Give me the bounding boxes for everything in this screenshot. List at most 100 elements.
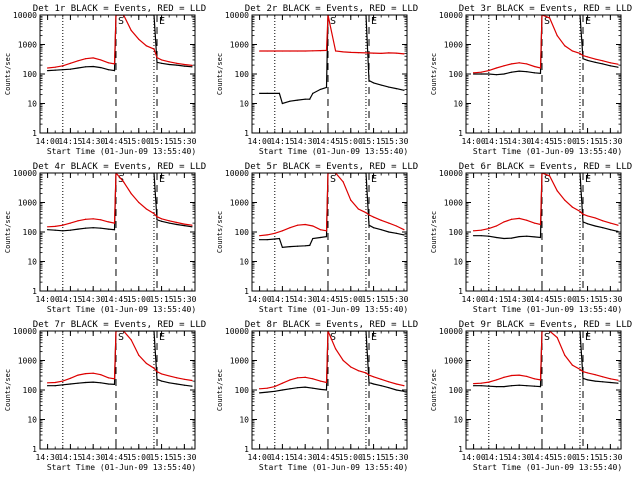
y-tick-label: 100 xyxy=(23,70,38,79)
marker-label-S: S xyxy=(330,16,336,27)
data-point-lld xyxy=(107,377,109,379)
x-tick-label: 15:00 xyxy=(339,453,363,462)
data-point-lld xyxy=(289,50,291,52)
data-point-lld xyxy=(602,220,604,222)
data-point-lld xyxy=(582,213,584,215)
data-point-lld xyxy=(69,62,71,64)
data-point-events xyxy=(77,67,79,69)
data-point-events xyxy=(472,73,475,75)
data-point-events xyxy=(168,382,170,384)
data-point-lld xyxy=(304,223,306,226)
data-point-lld xyxy=(602,376,604,378)
data-point-events xyxy=(278,92,280,94)
data-point-events xyxy=(368,79,370,82)
data-point-lld xyxy=(388,222,390,224)
data-point-lld xyxy=(495,379,497,381)
data-point-lld xyxy=(403,53,405,55)
marker-label-E: E xyxy=(585,16,591,27)
data-point-lld xyxy=(156,371,158,373)
data-point-lld xyxy=(160,373,163,375)
data-point-lld xyxy=(380,52,382,54)
data-point-lld xyxy=(539,379,542,381)
data-point-events xyxy=(258,92,261,94)
data-point-events xyxy=(503,73,505,75)
data-point-events xyxy=(92,65,94,68)
data-point-events xyxy=(602,227,604,229)
data-point-lld xyxy=(274,386,276,388)
marker-label-E: E xyxy=(159,332,165,343)
y-tick-label: 10 xyxy=(453,258,463,267)
y-tick-label: 1 xyxy=(32,287,37,296)
data-point-lld xyxy=(564,199,566,201)
y-tick-label: 10 xyxy=(239,100,249,109)
data-point-lld xyxy=(334,50,337,52)
x-tick-label: 14:45 xyxy=(316,453,340,462)
x-tick-label: 15:30 xyxy=(384,137,408,146)
data-point-lld xyxy=(503,376,505,378)
x-tick-label: 14:30 xyxy=(507,137,531,146)
y-tick-label: 10 xyxy=(27,416,37,425)
data-point-events xyxy=(309,98,311,100)
x-tick-label: 15:00 xyxy=(127,295,151,304)
data-point-lld xyxy=(176,62,178,64)
data-point-lld xyxy=(168,220,170,222)
plot-frame xyxy=(39,172,196,292)
data-point-lld xyxy=(92,218,94,220)
x-tick-label: 14:00 xyxy=(248,295,272,304)
data-point-events xyxy=(395,232,397,234)
y-axis-label: Counts/sec xyxy=(4,211,12,253)
data-point-lld xyxy=(113,378,116,380)
data-point-events xyxy=(289,245,291,248)
data-point-lld xyxy=(342,51,344,53)
panel-det-6: Det 6r BLACK = Events, RED = LLD Counts/s… xyxy=(430,162,632,314)
data-point-lld xyxy=(145,45,147,47)
data-point-events xyxy=(54,229,56,231)
x-axis-label: Start Time (01-Jun-09 13:55:40) xyxy=(473,463,622,472)
data-point-events xyxy=(319,236,321,239)
data-point-lld xyxy=(289,379,291,381)
data-point-events xyxy=(84,381,87,384)
data-point-events xyxy=(526,71,528,73)
data-point-events xyxy=(191,66,193,68)
x-tick-label: 15:15 xyxy=(150,137,174,146)
x-tick-label: 14:15 xyxy=(484,137,508,146)
y-tick-label: 10 xyxy=(239,416,249,425)
series-events xyxy=(473,15,619,76)
data-point-events xyxy=(62,384,64,386)
data-point-lld xyxy=(365,372,367,374)
series-lld xyxy=(473,331,619,385)
data-point-events xyxy=(274,92,276,94)
data-point-events xyxy=(281,389,283,391)
data-point-lld xyxy=(176,377,178,379)
data-point-lld xyxy=(503,221,505,223)
marker-label-S: S xyxy=(118,16,124,27)
data-point-lld xyxy=(156,56,158,59)
data-point-lld xyxy=(395,52,397,54)
marker-label-E: E xyxy=(371,16,377,27)
panel-title: Det 6r BLACK = Events, RED = LLD xyxy=(459,162,632,172)
data-point-lld xyxy=(319,229,321,231)
data-point-events xyxy=(107,69,109,71)
x-tick-label: 14:30 xyxy=(293,295,317,304)
data-point-lld xyxy=(380,378,382,380)
data-point-lld xyxy=(609,62,611,64)
data-point-lld xyxy=(281,230,283,232)
data-point-lld xyxy=(296,377,299,379)
data-point-lld xyxy=(113,222,116,224)
data-point-events xyxy=(586,59,589,61)
y-tick-label: 1 xyxy=(32,445,37,454)
marker-label-E: E xyxy=(585,332,591,343)
data-point-lld xyxy=(325,49,328,52)
data-point-lld xyxy=(84,372,87,375)
y-tick-label: 10000 xyxy=(225,11,249,20)
data-point-lld xyxy=(62,65,64,67)
plot-frame xyxy=(465,14,622,134)
data-point-lld xyxy=(130,339,132,341)
x-tick-label: 14:30 xyxy=(507,295,531,304)
y-tick-label: 1 xyxy=(244,287,249,296)
x-tick-label: 15:00 xyxy=(339,137,363,146)
data-point-lld xyxy=(556,35,558,37)
panel-det-7: Det 7r BLACK = Events, RED = LLD Counts/s… xyxy=(4,320,206,472)
y-tick-label: 10000 xyxy=(13,327,37,336)
x-tick-label: 14:45 xyxy=(530,137,554,146)
